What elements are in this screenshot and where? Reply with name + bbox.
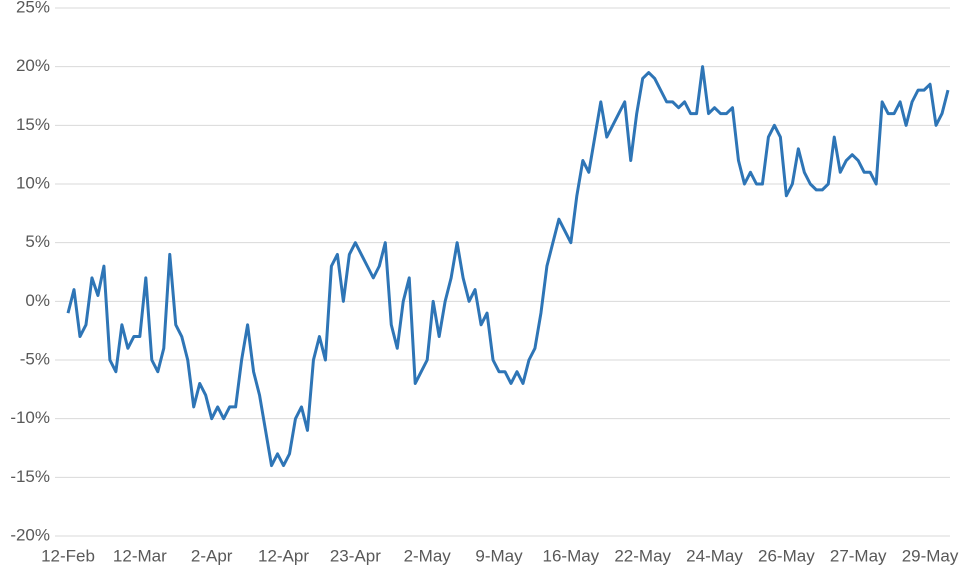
y-tick-label: -20% (10, 525, 50, 544)
x-tick-label: 26-May (758, 546, 815, 565)
x-tick-label: 12-Apr (258, 546, 309, 565)
y-tick-label: -15% (10, 467, 50, 486)
x-tick-label: 2-May (404, 546, 452, 565)
x-tick-label: 9-May (475, 546, 523, 565)
y-tick-label: 20% (16, 56, 50, 75)
y-tick-label: 25% (16, 0, 50, 16)
x-tick-label: 24-May (686, 546, 743, 565)
x-tick-label: 2-Apr (191, 546, 233, 565)
y-tick-label: 15% (16, 115, 50, 134)
x-tick-label: 27-May (830, 546, 887, 565)
data-line (66, 65, 950, 468)
y-tick-label: 10% (16, 173, 50, 192)
x-tick-label: 29-May (902, 546, 959, 565)
x-tick-label: 23-Apr (330, 546, 381, 565)
y-tick-label: 5% (25, 232, 50, 251)
x-tick-label: 16-May (543, 546, 600, 565)
x-tick-label: 12-Mar (113, 546, 167, 565)
x-tick-label: 12-Feb (41, 546, 95, 565)
x-tick-label: 22-May (614, 546, 671, 565)
y-tick-label: -10% (10, 408, 50, 427)
y-tick-label: -5% (20, 349, 50, 368)
y-tick-label: 0% (25, 291, 50, 310)
